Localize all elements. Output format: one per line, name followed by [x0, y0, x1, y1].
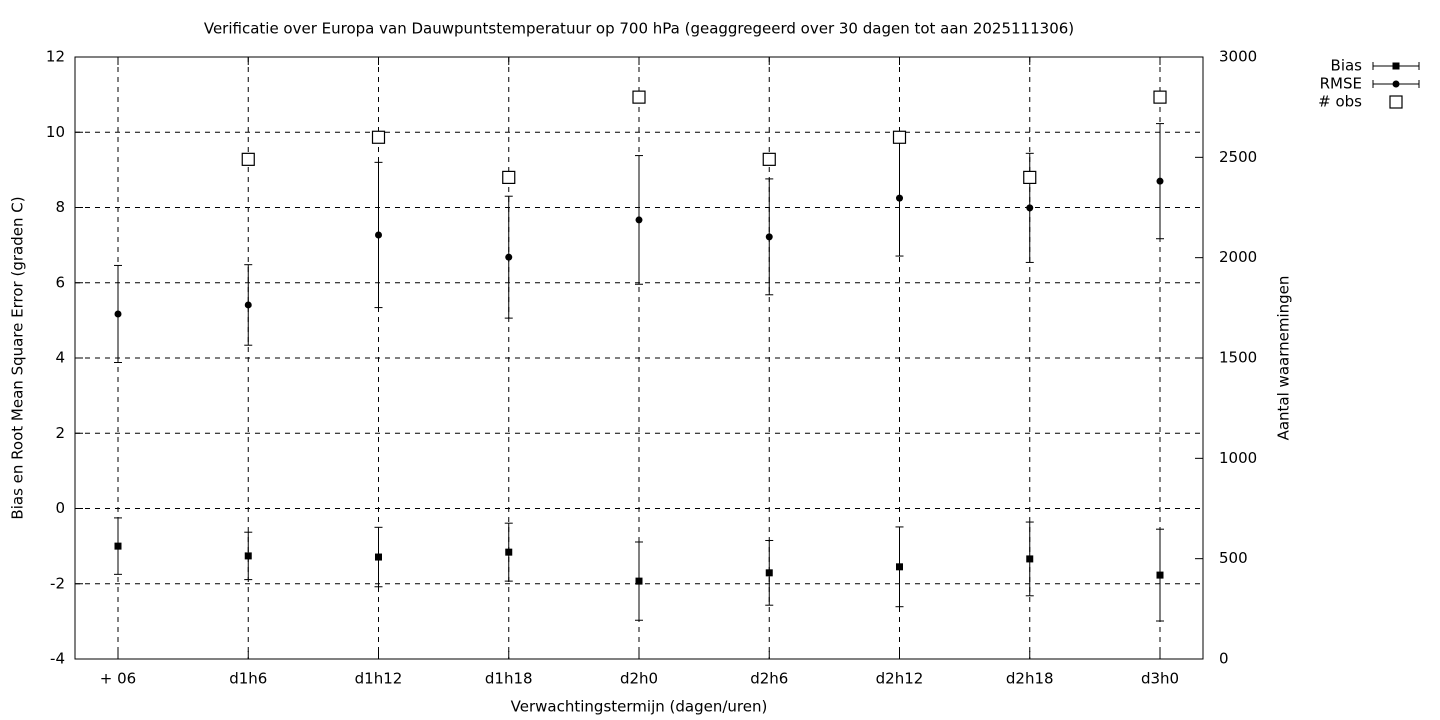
obs-point: [1023, 170, 1037, 184]
rmse-point: [765, 233, 773, 241]
obs-point: [762, 152, 776, 166]
x-tick-label: d2h12: [876, 670, 924, 688]
rmse-point: [635, 216, 643, 224]
y-tick-label: 12: [46, 48, 65, 66]
bias-point: [244, 552, 252, 560]
obs-point: [892, 130, 907, 144]
y2-tick-label: 1000: [1219, 449, 1257, 467]
rmse-point: [1156, 177, 1164, 185]
x-axis-label: Verwachtingstermijn (dagen/uren): [511, 698, 768, 716]
legend-label: Bias: [1331, 57, 1363, 75]
obs-point: [241, 152, 255, 166]
rmse-point: [375, 231, 382, 239]
x-tick-label: d3h0: [1141, 670, 1179, 688]
x-tick-label: d1h18: [485, 670, 533, 688]
y2-tick-label: 2500: [1219, 148, 1257, 166]
rmse-point: [896, 194, 903, 202]
bias-point: [114, 542, 122, 550]
rmse-point: [244, 301, 252, 309]
y2-tick-label: 1500: [1219, 349, 1257, 367]
legend-label: RMSE: [1320, 75, 1362, 93]
y-tick-label: 0: [55, 499, 65, 517]
y-tick-label: -4: [50, 650, 65, 668]
y2-tick-label: 3000: [1219, 48, 1257, 66]
legend-marker: [1389, 95, 1403, 109]
bias-point: [1156, 571, 1164, 579]
rmse-point: [1026, 204, 1034, 212]
chart-title: Verificatie over Europa van Dauwpuntstem…: [204, 20, 1074, 38]
y-tick-label: 2: [55, 424, 65, 442]
y2-axis-label: Aantal waarnemingen: [1275, 276, 1293, 441]
x-tick-label: d1h6: [229, 670, 267, 688]
legend-marker: [1392, 80, 1400, 88]
y-tick-label: 10: [46, 123, 65, 141]
bias-point: [896, 563, 903, 571]
y-tick-label: -2: [50, 574, 65, 592]
bias-point: [1026, 555, 1034, 563]
x-tick-label: d2h18: [1006, 670, 1054, 688]
legend-label: # obs: [1318, 93, 1362, 111]
y2-tick-label: 0: [1219, 650, 1229, 668]
y-axis-label: Bias en Root Mean Square Error (graden C…: [9, 196, 27, 519]
x-tick-label: d2h6: [750, 670, 788, 688]
y2-tick-label: 2000: [1219, 248, 1257, 266]
obs-point: [502, 170, 516, 184]
plot-frame: [74, 56, 1204, 660]
obs-point: [1153, 90, 1167, 104]
rmse-point: [505, 253, 513, 261]
x-tick-label: d2h0: [620, 670, 658, 688]
rmse-point: [114, 310, 122, 318]
y-tick-label: 8: [55, 198, 65, 216]
x-tick-label: + 06: [100, 670, 136, 688]
bias-point: [635, 577, 643, 585]
y-tick-label: 4: [55, 349, 65, 367]
x-tick-label: d1h12: [355, 670, 403, 688]
obs-point: [371, 130, 386, 144]
bias-point: [765, 569, 773, 577]
y2-tick-label: 500: [1219, 549, 1248, 567]
obs-point: [632, 90, 646, 104]
legend-marker: [1392, 62, 1400, 70]
bias-point: [505, 548, 513, 556]
bias-point: [375, 553, 382, 561]
y-tick-label: 6: [55, 273, 65, 291]
